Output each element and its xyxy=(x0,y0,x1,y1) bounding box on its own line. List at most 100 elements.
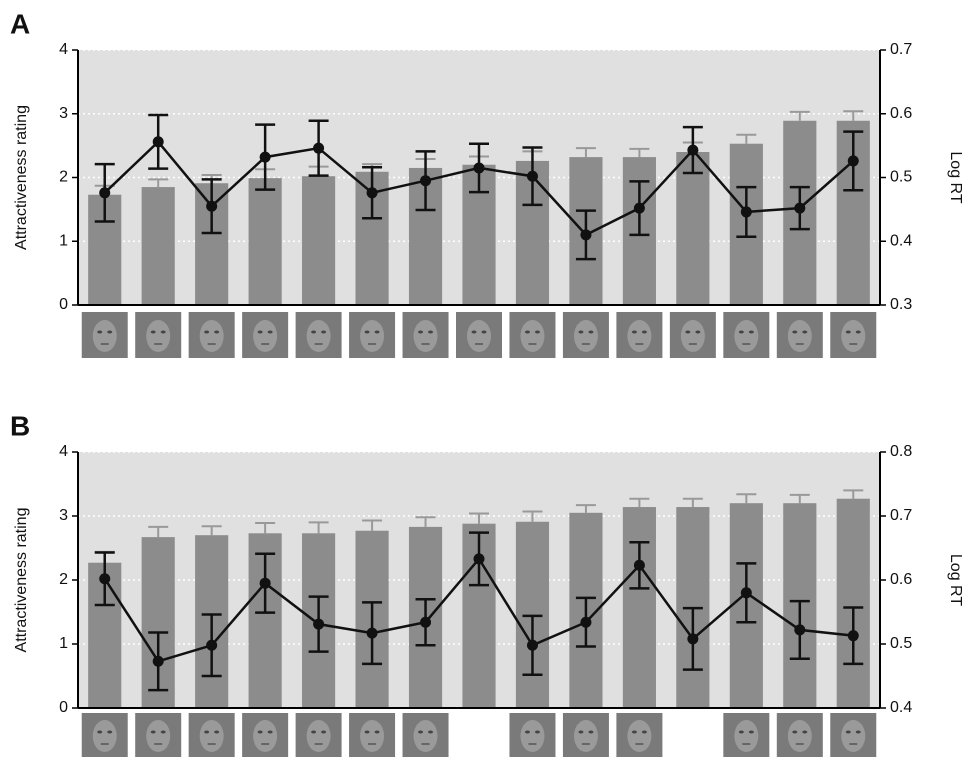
face xyxy=(841,320,865,352)
face xyxy=(627,320,651,352)
y2-tick-label: 0.5 xyxy=(890,169,912,186)
y-axis-label: Attractiveness rating xyxy=(13,508,30,653)
face-thumbnail xyxy=(563,713,609,757)
eye xyxy=(642,331,647,334)
eye xyxy=(642,731,647,734)
face-thumbnail xyxy=(242,713,288,757)
eye xyxy=(578,331,583,334)
eye xyxy=(97,331,102,334)
point xyxy=(99,573,110,584)
eye xyxy=(161,331,166,334)
eye xyxy=(214,731,219,734)
face-thumbnail xyxy=(349,713,395,757)
eye xyxy=(739,331,744,334)
y-tick-label: 3 xyxy=(59,105,68,122)
point xyxy=(260,152,271,163)
y2-tick-label: 0.6 xyxy=(890,571,912,588)
y-tick-label: 2 xyxy=(59,169,68,186)
eye xyxy=(311,331,316,334)
face xyxy=(307,720,331,752)
eye xyxy=(151,331,156,334)
bar xyxy=(676,152,709,305)
eye xyxy=(685,331,690,334)
face-thumbnail xyxy=(189,713,235,757)
eye xyxy=(268,731,273,734)
face-thumbnail xyxy=(509,713,555,757)
face xyxy=(734,320,758,352)
face-thumbnail xyxy=(135,713,181,757)
point xyxy=(474,162,485,173)
face-thumbnail xyxy=(723,312,769,358)
point xyxy=(687,633,698,644)
y-tick-label: 4 xyxy=(59,41,68,58)
point xyxy=(260,578,271,589)
y-tick-label: 4 xyxy=(59,443,68,460)
y-tick-label: 0 xyxy=(59,296,68,313)
face-thumbnail xyxy=(82,713,128,757)
point xyxy=(741,587,752,598)
eye xyxy=(792,331,797,334)
eye xyxy=(578,731,583,734)
y-tick-label: 3 xyxy=(59,507,68,524)
point xyxy=(313,619,324,630)
y2-tick-label: 0.7 xyxy=(890,41,912,58)
face xyxy=(841,720,865,752)
eye xyxy=(161,731,166,734)
point xyxy=(580,617,591,628)
eye xyxy=(472,331,477,334)
face xyxy=(520,320,544,352)
eye xyxy=(856,331,861,334)
point xyxy=(367,628,378,639)
face-thumbnail xyxy=(616,312,662,358)
eye xyxy=(418,331,423,334)
eye xyxy=(107,331,112,334)
face xyxy=(520,720,544,752)
eye xyxy=(365,331,370,334)
point xyxy=(474,553,485,564)
point xyxy=(794,624,805,635)
y-tick-label: 1 xyxy=(59,635,68,652)
face-thumbnail xyxy=(670,312,716,358)
face-thumbnail xyxy=(403,713,449,757)
eye xyxy=(695,331,700,334)
point xyxy=(367,187,378,198)
eye xyxy=(588,331,593,334)
eye xyxy=(268,331,273,334)
face-thumbnail xyxy=(509,312,555,358)
point xyxy=(634,203,645,214)
eye xyxy=(375,731,380,734)
eye xyxy=(375,331,380,334)
face xyxy=(200,320,224,352)
eye xyxy=(535,331,540,334)
bar xyxy=(302,176,335,305)
face-thumbnail xyxy=(296,312,342,358)
point xyxy=(527,171,538,182)
eye xyxy=(525,331,530,334)
eye xyxy=(846,331,851,334)
face-thumbnail xyxy=(135,312,181,358)
eye xyxy=(311,731,316,734)
point xyxy=(206,640,217,651)
eye xyxy=(418,731,423,734)
face xyxy=(788,320,812,352)
bar xyxy=(249,178,282,305)
face xyxy=(200,720,224,752)
eye xyxy=(588,731,593,734)
eye xyxy=(482,331,487,334)
face-thumbnail xyxy=(723,713,769,757)
face xyxy=(360,720,384,752)
eye xyxy=(856,731,861,734)
face-thumbnail xyxy=(349,312,395,358)
eye xyxy=(97,731,102,734)
face xyxy=(467,320,491,352)
y-axis-label: Attractiveness rating xyxy=(13,105,30,250)
face-thumbnail xyxy=(296,713,342,757)
point xyxy=(848,155,859,166)
point xyxy=(741,206,752,217)
bar xyxy=(142,187,175,305)
y2-tick-label: 0.4 xyxy=(890,699,912,716)
face xyxy=(253,320,277,352)
figure: A012340.30.40.50.60.7Attractiveness rati… xyxy=(0,0,969,757)
point xyxy=(420,175,431,186)
